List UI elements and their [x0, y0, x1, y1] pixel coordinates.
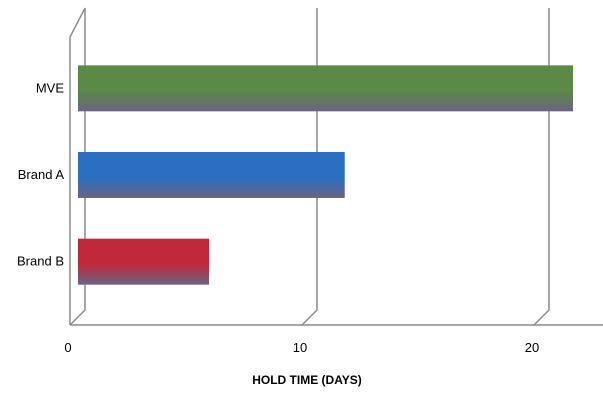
category-label: Brand B [17, 254, 64, 269]
x-axis-title: HOLD TIME (DAYS) [252, 373, 362, 387]
category-label: MVE [36, 80, 65, 95]
axes [69, 7, 603, 326]
bar-brand-a [78, 152, 345, 198]
labels: 0 10 20 MVE Brand A Brand B [17, 80, 539, 355]
bar-brand-b [78, 238, 210, 285]
x-tick-label: 10 [293, 340, 307, 355]
x-tick-label: 0 [64, 340, 71, 355]
gridline-20 [533, 8, 550, 326]
y-axis-line [69, 7, 86, 325]
bars [78, 65, 573, 285]
x-tick-label: 20 [525, 340, 539, 355]
bar-mve [78, 65, 573, 112]
category-label: Brand A [18, 167, 65, 182]
